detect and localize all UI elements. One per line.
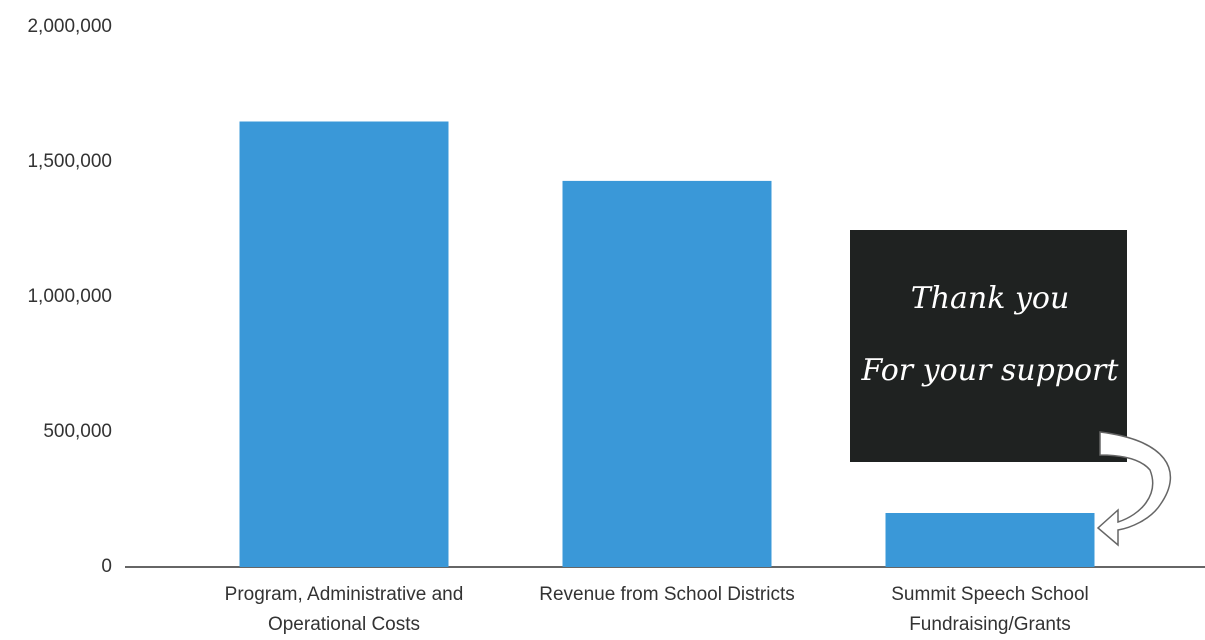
bar bbox=[562, 180, 772, 567]
chalkboard bbox=[850, 230, 1127, 462]
x-tick-label: Program, Administrative and Operational … bbox=[224, 584, 464, 635]
annotation: For your support bbox=[861, 353, 1120, 388]
y-tick-label: 2,000,000 bbox=[27, 16, 112, 37]
y-tick-label: 500,000 bbox=[43, 421, 112, 442]
y-tick-label: 0 bbox=[101, 556, 112, 577]
bar bbox=[239, 121, 449, 567]
x-tick-label: Revenue from School Districts bbox=[539, 584, 795, 605]
bar bbox=[885, 513, 1095, 567]
y-tick-label: 1,000,000 bbox=[27, 286, 112, 307]
arrow bbox=[1096, 431, 1172, 547]
y-tick-label: 1,500,000 bbox=[27, 151, 112, 172]
annotation: Thank you bbox=[911, 281, 1070, 316]
x-tick-label: Summit Speech School Fundraising/Grants bbox=[891, 584, 1089, 635]
